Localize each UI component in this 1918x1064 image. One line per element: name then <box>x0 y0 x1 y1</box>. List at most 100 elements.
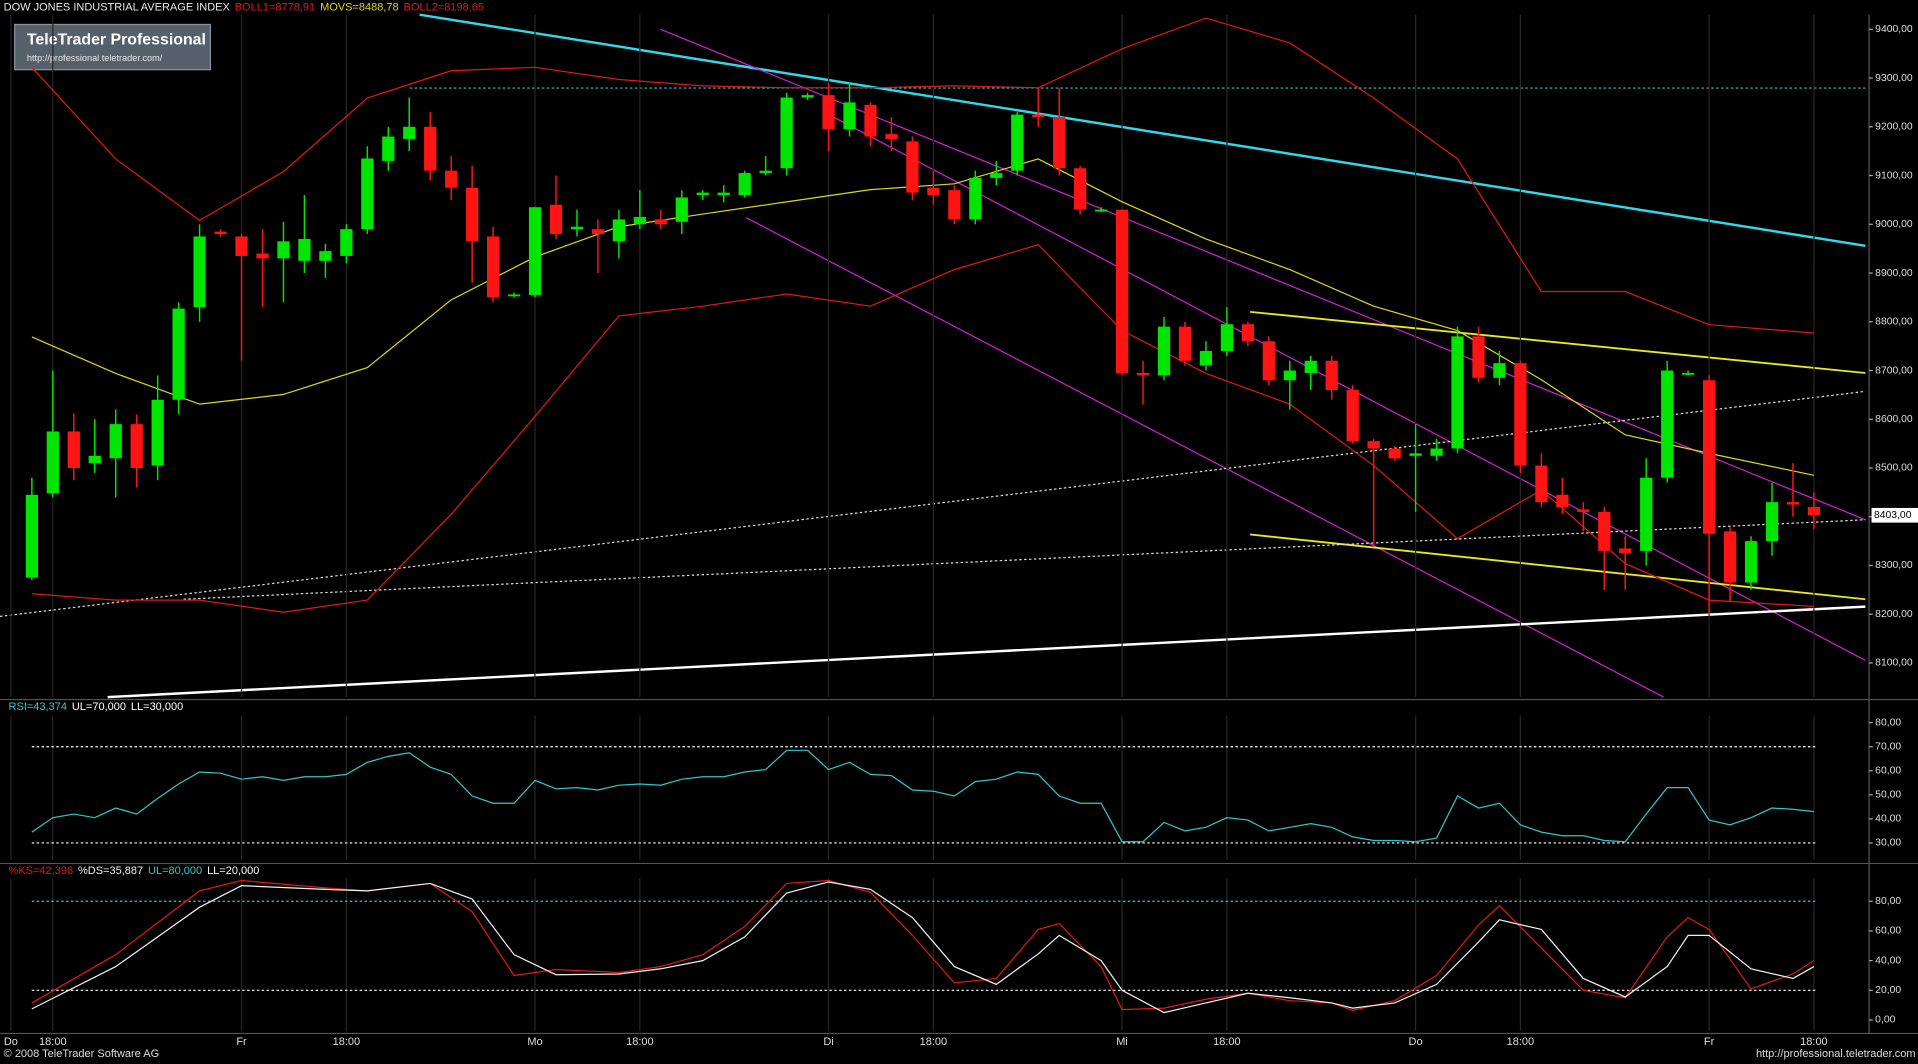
candle-body <box>1367 441 1380 449</box>
candle-body <box>633 216 646 225</box>
candle-body <box>801 95 814 98</box>
candle-body <box>1388 448 1401 459</box>
y-tick-label: 8600,00 <box>1875 414 1913 425</box>
y-tick-label: 80,00 <box>1875 896 1901 907</box>
y-tick-label: 8900,00 <box>1875 268 1913 279</box>
candle-body <box>927 187 940 196</box>
channel-line <box>745 217 1664 698</box>
candle-body <box>1283 370 1296 381</box>
candle-body <box>1157 326 1171 376</box>
y-tick-label: 60,00 <box>1875 926 1901 937</box>
candle-body <box>528 207 542 295</box>
candle-body <box>591 229 605 235</box>
candle-body <box>969 177 982 220</box>
candle-body <box>340 229 353 256</box>
candle-body <box>1640 477 1653 551</box>
candle-body <box>1682 372 1695 375</box>
level-label: LL=20,000 <box>207 865 259 877</box>
candle-body <box>1430 448 1443 456</box>
candle-body <box>1011 114 1024 171</box>
footer-url: http://professional.teletrader.com <box>1756 1048 1916 1060</box>
logo-text: TeleTrader Professional <box>27 32 206 49</box>
candle-body <box>172 308 185 400</box>
y-tick-label: 9200,00 <box>1875 122 1913 133</box>
y-tick-label: 8200,00 <box>1875 609 1913 620</box>
candle-body <box>67 431 80 469</box>
candle-body <box>1115 209 1129 373</box>
support-line <box>0 390 1866 617</box>
panel-header: DOW JONES INDUSTRIAL AVERAGE INDEX BOLL1=… <box>4 1 484 13</box>
logo-url: http://professional.teletrader.com/ <box>27 53 163 63</box>
candle-body <box>151 399 164 466</box>
candle-body <box>1556 494 1569 507</box>
candle-body <box>1136 372 1150 376</box>
candle-body <box>1325 360 1338 391</box>
candle-body <box>424 126 437 171</box>
trend-lines <box>0 13 1866 699</box>
support-line <box>107 605 1866 699</box>
y-tick-label: 70,00 <box>1875 741 1901 752</box>
y-tick-label: 9100,00 <box>1875 170 1913 181</box>
x-tick-label: Do <box>1409 1036 1423 1048</box>
legend-entry: %KS=42,398 <box>9 865 74 877</box>
candle-body <box>1765 502 1779 542</box>
candle-body <box>109 424 122 459</box>
candle-body <box>1598 511 1611 551</box>
y-tick-label: 60,00 <box>1875 766 1901 777</box>
x-tick-label: Fr <box>236 1036 247 1048</box>
x-tick-label: Do <box>4 1036 18 1048</box>
logo: TeleTrader Professional http://professio… <box>14 23 212 71</box>
candle-body <box>46 431 59 494</box>
candle-body <box>990 173 1003 178</box>
support-line <box>183 519 1866 600</box>
x-tick-label: Di <box>823 1036 833 1048</box>
candle-body <box>486 236 500 298</box>
level-label: UL=70,000 <box>72 701 126 713</box>
candle-body <box>277 241 290 259</box>
candle-body <box>298 238 311 261</box>
candle-body <box>612 219 626 242</box>
x-tick-label: 18:00 <box>39 1036 67 1048</box>
channel-line <box>831 115 1866 661</box>
y-tick-label: 8100,00 <box>1875 658 1913 669</box>
candle-body <box>1577 509 1590 512</box>
candle-body <box>948 190 961 220</box>
legend-entry: BOLL1=8778,91 <box>235 1 315 13</box>
y-tick-label: 0,00 <box>1875 1015 1895 1026</box>
legend-entry: RSI=43,374 <box>9 701 67 713</box>
y-tick-label: 50,00 <box>1875 790 1901 801</box>
candle-body <box>549 204 563 235</box>
candle-body <box>885 134 898 139</box>
candle-body <box>1702 380 1716 534</box>
legend-entry: %DS=35,887 <box>78 865 143 877</box>
x-tick-label: 18:00 <box>1800 1036 1828 1048</box>
candle-body <box>1723 531 1737 583</box>
level-label: UL=80,000 <box>148 865 202 877</box>
candle-body <box>1744 541 1758 583</box>
y-tick-label: 8800,00 <box>1875 317 1913 328</box>
y-tick-label: 8500,00 <box>1875 463 1913 474</box>
indicator-line <box>31 881 1815 1014</box>
candle-body <box>1472 336 1485 378</box>
candle-body <box>780 97 793 169</box>
candle-body <box>1346 390 1359 442</box>
candle-body <box>759 170 772 174</box>
candle-body <box>906 141 919 193</box>
candle-body <box>382 136 395 161</box>
candle-body <box>1661 370 1674 478</box>
legend-entry: MOVS=8488,78 <box>320 1 399 13</box>
candle-body <box>1409 453 1422 456</box>
candle-body <box>738 173 751 196</box>
candle-body <box>717 192 730 196</box>
candle-body <box>1619 548 1632 554</box>
y-tick-label: 9400,00 <box>1875 24 1913 35</box>
candle-body <box>864 104 877 137</box>
candle-body <box>1053 117 1066 169</box>
x-tick-label: 18:00 <box>1507 1036 1535 1048</box>
y-tick-label: 9300,00 <box>1875 73 1913 84</box>
candle-body <box>1493 363 1506 378</box>
candle-body <box>1199 351 1213 366</box>
y-tick-label: 8700,00 <box>1875 365 1913 376</box>
channel-line <box>1250 310 1866 374</box>
